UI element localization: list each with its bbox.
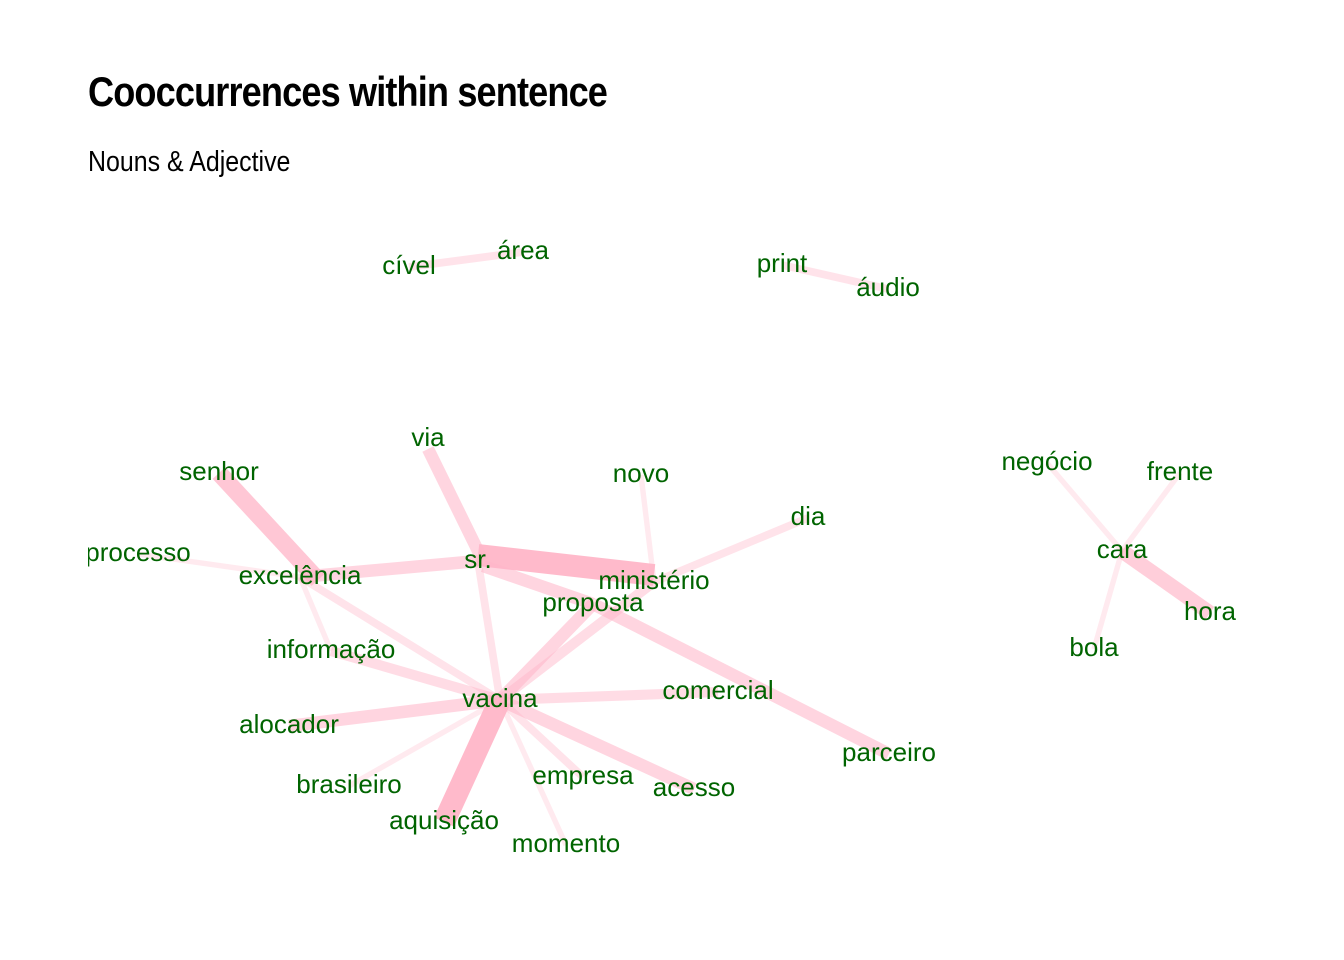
cooccurrence-network: cível área print áudio via senhor novo negócio f… (88, 235, 1237, 858)
edge-vacina-brasileiro (347, 697, 502, 789)
node-label: dia (791, 501, 826, 531)
edge-excelência-informação (297, 575, 334, 653)
node-label: vacina (462, 683, 538, 713)
node-label: cível (382, 250, 435, 280)
node-label: acesso (653, 772, 735, 802)
edge-excelência-vacina (297, 573, 503, 704)
edge-cível-área (408, 248, 524, 271)
node-label: senhor (179, 456, 259, 486)
node-label: alocador (239, 709, 339, 739)
node-label: brasileiro (296, 769, 402, 799)
node-label: sr. (464, 544, 491, 574)
node-label: print (757, 248, 808, 278)
edge-via-sr. (422, 446, 489, 564)
chart-subtitle: Nouns & Adjective (88, 146, 291, 178)
node-label: área (497, 235, 550, 265)
edge-vacina-aquisição (434, 695, 510, 827)
node-label: áudio (856, 272, 920, 302)
edge-informação-vacina (329, 646, 502, 705)
edge-novo-ministério (638, 474, 657, 583)
edge-sr.-vacina (474, 560, 504, 701)
edge-dia-ministério (652, 514, 810, 586)
edge-vacina-acesso (497, 694, 697, 795)
node-label: empresa (532, 760, 634, 790)
edge-sr.-ministério (476, 544, 656, 586)
edge-cara-bola (1091, 550, 1125, 650)
node-label: bola (1069, 632, 1119, 662)
edge-negócio-cara (1044, 461, 1125, 553)
edge-senhor-excelência (212, 467, 325, 586)
edge-sr.-proposta (480, 560, 596, 610)
node-label: parceiro (842, 737, 936, 767)
edge-excelência-sr. (299, 554, 479, 584)
node-label: via (411, 422, 445, 452)
node-label: ministério (598, 565, 709, 595)
node-label: novo (613, 458, 669, 488)
edge-processo-excelência (137, 551, 301, 580)
label-layer: cível área print áudio via senhor novo negócio f… (88, 235, 1237, 858)
edge-layer (137, 248, 1215, 847)
edge-proposta-vacina (495, 599, 598, 705)
node-label: proposta (542, 587, 644, 617)
node-label: frente (1147, 456, 1214, 486)
node-label: processo (88, 537, 191, 567)
node-label: hora (1184, 596, 1237, 626)
edge-vacina-empresa (497, 697, 586, 780)
chart-title: Cooccurrences within sentence (88, 68, 608, 115)
edge-vacina-alocador (288, 693, 501, 733)
edge-print-áudio (781, 261, 889, 293)
node-label: aquisição (389, 805, 499, 835)
node-label: comercial (662, 675, 773, 705)
node-label: excelência (239, 560, 362, 590)
node-label: momento (512, 828, 620, 858)
node-label: informação (267, 634, 396, 664)
edge-cara-hora (1117, 544, 1215, 620)
edge-vacina-momento (497, 698, 569, 847)
edge-frente-cara (1119, 471, 1183, 553)
node-label: negócio (1001, 446, 1092, 476)
node-label: cara (1097, 534, 1148, 564)
edge-vacina-comercial (499, 686, 719, 706)
edge-proposta-parceiro (590, 598, 892, 760)
